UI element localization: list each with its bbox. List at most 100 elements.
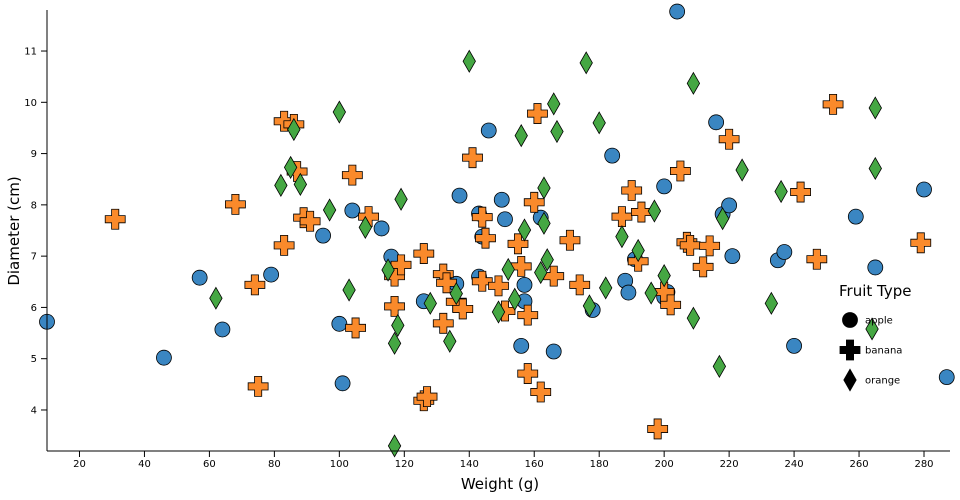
axes: 20 40 60 80 100 120 140 160 180 200 220 240 260 280 4… <box>24 10 950 470</box>
banana-point <box>390 254 412 276</box>
legend: Fruit Type apple banana orange <box>839 282 911 392</box>
banana-point <box>471 206 493 228</box>
banana-point <box>224 193 246 215</box>
banana-point <box>569 274 591 296</box>
apple-point <box>344 202 361 219</box>
legend-label: orange <box>865 376 900 387</box>
apple-point <box>334 375 351 392</box>
orange-point <box>332 100 346 124</box>
orange-point <box>686 71 701 95</box>
apple-point <box>847 208 864 225</box>
banana-point <box>910 232 932 254</box>
apple-point <box>263 266 280 283</box>
banana-point <box>452 298 474 320</box>
orange-point <box>387 434 402 458</box>
x-tick-label: 140 <box>460 459 479 470</box>
orange-point <box>615 225 629 249</box>
orange-point <box>423 291 437 315</box>
x-tick-label: 160 <box>525 459 544 470</box>
banana-point <box>517 363 539 384</box>
banana-series <box>104 93 932 440</box>
x-tick-label: 80 <box>268 459 281 470</box>
legend-item-banana: banana <box>839 339 902 361</box>
banana-point <box>416 386 438 408</box>
orange-point <box>358 215 372 240</box>
banana-point <box>358 206 379 228</box>
orange-point <box>508 287 522 311</box>
apple-point <box>721 197 738 214</box>
banana-point <box>273 234 295 256</box>
apple-point <box>620 284 637 301</box>
orange-point <box>631 238 645 263</box>
orange-point <box>865 317 879 341</box>
orange-point <box>283 155 298 180</box>
apple-point <box>776 244 793 260</box>
y-tick-label: 7 <box>31 252 37 263</box>
banana-point <box>341 164 363 186</box>
orange-point <box>582 294 597 318</box>
banana-point <box>244 274 266 296</box>
orange-point <box>293 172 308 196</box>
banana-point <box>806 248 828 270</box>
x-tick-label: 20 <box>73 459 86 470</box>
x-tick-label: 60 <box>203 459 216 470</box>
orange-point <box>540 248 554 272</box>
orange-point <box>287 117 301 142</box>
x-tick-label: 240 <box>785 459 804 470</box>
orange-point <box>647 199 662 223</box>
banana-point <box>660 294 682 316</box>
banana-point <box>790 181 811 203</box>
banana-point <box>611 206 633 228</box>
orange-point <box>462 49 476 73</box>
orange-point <box>534 260 548 285</box>
apple-point <box>724 248 741 265</box>
banana-point <box>104 208 126 230</box>
x-tick-label: 120 <box>395 459 414 470</box>
apple-point <box>604 147 621 164</box>
legend-item-apple: apple <box>842 312 893 328</box>
apple-point <box>516 276 533 293</box>
apple-point <box>156 349 172 366</box>
banana-point <box>488 275 509 297</box>
y-tick-label: 10 <box>24 98 37 109</box>
apple-point <box>513 337 530 354</box>
orange-point <box>387 331 402 355</box>
orange-point <box>712 354 727 378</box>
orange-point <box>501 257 515 282</box>
y-axis-title: Diameter (cm) <box>5 176 23 285</box>
y-tick-label: 9 <box>31 149 37 160</box>
banana-point <box>462 147 483 169</box>
banana-point <box>345 317 366 339</box>
banana-point <box>669 160 691 182</box>
orange-point <box>579 51 593 75</box>
orange-point <box>449 281 463 306</box>
x-tick-label: 180 <box>590 459 609 470</box>
x-tick-label: 280 <box>914 459 933 470</box>
orange-point <box>550 119 564 144</box>
banana-point <box>822 93 844 115</box>
orange-point <box>274 173 288 197</box>
orange-point <box>715 207 730 231</box>
orange-point <box>764 291 779 315</box>
banana-point <box>299 210 321 232</box>
x-tick-label: 260 <box>850 459 869 470</box>
banana-point <box>432 312 454 334</box>
orange-point <box>868 156 882 181</box>
orange-point <box>517 218 532 242</box>
apple-point <box>480 122 497 139</box>
orange-point <box>381 258 395 282</box>
banana-point <box>507 233 529 255</box>
x-axis-title: Weight (g) <box>461 475 539 493</box>
legend-title: Fruit Type <box>839 282 911 300</box>
banana-point <box>647 418 669 440</box>
diamond-icon <box>843 368 857 392</box>
apple-point <box>708 114 725 131</box>
orange-point <box>394 187 408 211</box>
apple-point <box>331 315 348 332</box>
banana-point <box>692 256 714 278</box>
orange-point <box>537 176 551 200</box>
banana-point <box>718 128 740 150</box>
apple-point <box>191 269 208 286</box>
apple-point <box>916 181 932 198</box>
